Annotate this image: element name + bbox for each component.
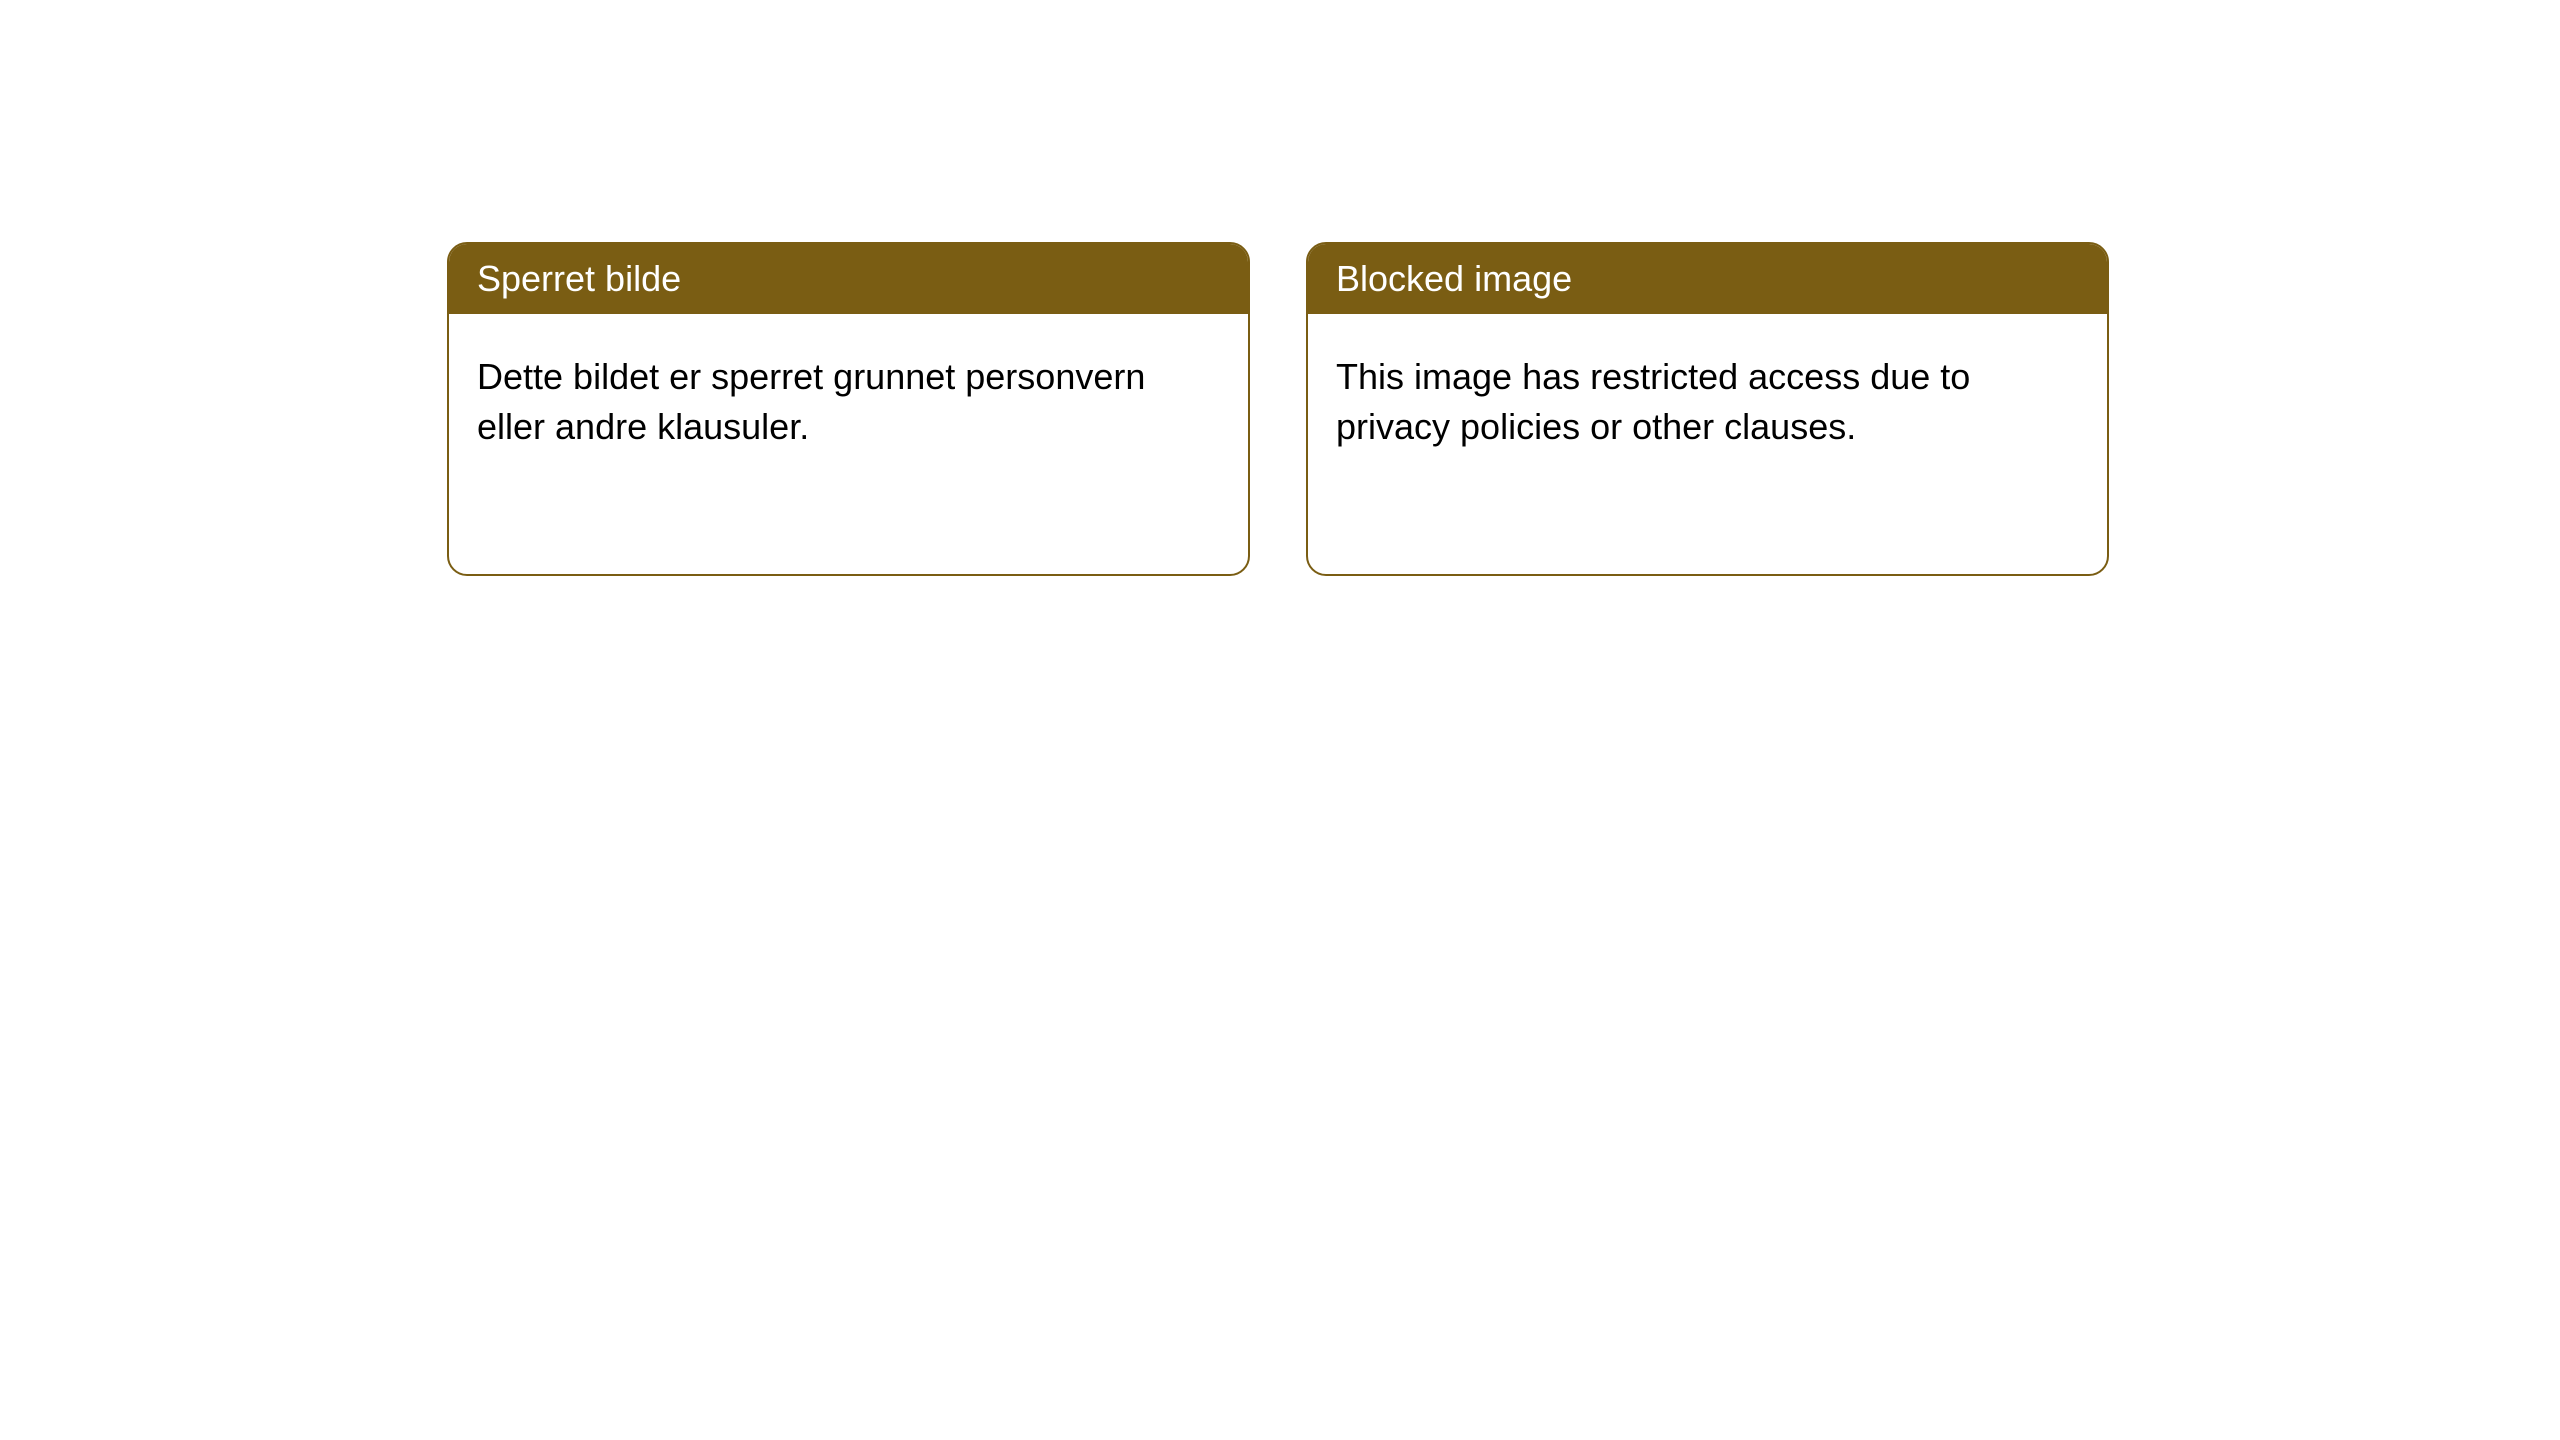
card-body-text: This image has restricted access due to … [1336,356,1970,447]
card-header: Sperret bilde [449,244,1248,314]
card-title: Blocked image [1336,258,1572,299]
card-body-text: Dette bildet er sperret grunnet personve… [477,356,1145,447]
card-body: This image has restricted access due to … [1308,314,2107,491]
notice-card-norwegian: Sperret bilde Dette bildet er sperret gr… [447,242,1250,576]
notice-card-english: Blocked image This image has restricted … [1306,242,2109,576]
card-body: Dette bildet er sperret grunnet personve… [449,314,1248,491]
card-title: Sperret bilde [477,258,681,299]
notice-cards-container: Sperret bilde Dette bildet er sperret gr… [447,242,2109,576]
card-header: Blocked image [1308,244,2107,314]
